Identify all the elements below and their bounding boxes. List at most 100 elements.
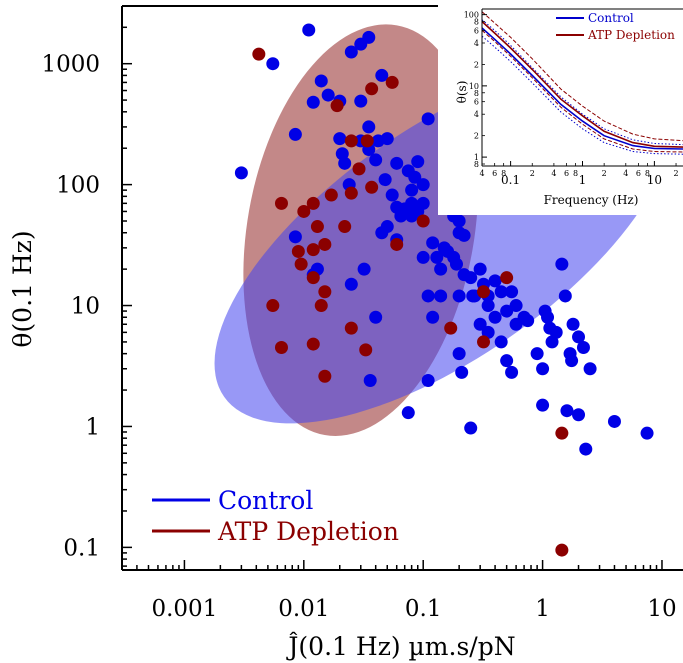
inset-y-tick-label: 1: [474, 153, 479, 162]
point-control: [560, 404, 574, 418]
point-control: [390, 156, 404, 170]
inset-x-tick-label: 0.1: [501, 173, 520, 187]
point-atp-depletion: [385, 75, 399, 89]
inset-band-lower-control: [481, 35, 683, 155]
point-control: [488, 274, 502, 288]
point-atp-depletion: [306, 243, 320, 257]
point-control: [411, 204, 425, 218]
point-atp-depletion: [274, 196, 288, 210]
point-control: [314, 74, 328, 88]
point-control: [416, 250, 430, 264]
point-control: [536, 362, 550, 376]
chart-legend: Control ATP Depletion: [152, 486, 399, 546]
point-control: [494, 285, 508, 299]
point-atp-depletion: [444, 321, 458, 335]
point-control: [363, 373, 377, 387]
inset-x-minor-tick-label: 4: [479, 169, 484, 178]
point-control: [338, 156, 352, 170]
inset-band-upper-atp-depletion: [481, 11, 683, 142]
point-control: [558, 289, 572, 303]
point-atp-depletion: [252, 47, 266, 61]
point-control: [369, 153, 383, 167]
data-points: [234, 23, 654, 557]
point-control: [452, 214, 466, 228]
point-control: [566, 317, 580, 331]
point-atp-depletion: [365, 180, 379, 194]
point-control: [266, 57, 280, 71]
y-tick-label: 10: [71, 294, 100, 320]
inset-x-minor-tick-label: 6: [636, 169, 641, 178]
point-control: [306, 95, 320, 109]
inset-x-minor-tick-label: 4: [551, 169, 556, 178]
point-control: [434, 289, 448, 303]
point-control: [579, 442, 593, 456]
point-control: [452, 289, 466, 303]
point-atp-depletion: [318, 285, 332, 299]
point-atp-depletion: [266, 299, 280, 313]
inset-y-minor-tick-label: 6: [474, 98, 479, 107]
point-atp-depletion: [314, 299, 328, 313]
point-control: [354, 94, 368, 108]
inset-y-minor-tick-label: 8: [474, 18, 479, 27]
point-atp-depletion: [318, 369, 332, 383]
point-control: [344, 45, 358, 59]
point-control: [464, 421, 478, 435]
inset-x-tick-label: 1: [579, 173, 587, 187]
point-atp-depletion: [306, 196, 320, 210]
point-atp-depletion: [306, 337, 320, 351]
inset-x-axis-title: Frequency (Hz): [544, 193, 639, 207]
inset-y-minor-tick-label: 4: [474, 110, 479, 119]
inset-y-minor-tick-label: 8: [474, 160, 479, 169]
point-control: [421, 112, 435, 126]
inset-x-minor-tick-label: 2: [673, 169, 678, 178]
inset-curves: [481, 11, 683, 155]
point-atp-depletion: [294, 257, 308, 271]
point-control: [405, 183, 419, 197]
inset-legend-label-control: Control: [588, 11, 634, 25]
point-atp-depletion: [318, 237, 332, 251]
point-control: [530, 347, 544, 361]
point-control: [401, 164, 415, 178]
point-atp-depletion: [297, 204, 311, 218]
point-control: [452, 347, 466, 361]
inset-line-atp-depletion: [481, 20, 683, 148]
inset-band-lower-atp-depletion: [481, 30, 683, 153]
point-control: [473, 317, 487, 331]
inset-x-minor-tick-label: 2: [530, 169, 535, 178]
point-control: [421, 373, 435, 387]
point-control: [357, 262, 371, 276]
x-tick-label: 0.001: [151, 596, 217, 622]
inset-y-tick-label: 10: [469, 82, 479, 91]
point-control: [481, 299, 495, 313]
point-atp-depletion: [310, 220, 324, 234]
inset-y-tick-label: 100: [464, 11, 479, 20]
point-control: [541, 310, 555, 324]
point-atp-depletion: [344, 321, 358, 335]
point-control: [583, 362, 597, 376]
point-control: [494, 335, 508, 349]
point-control: [572, 330, 586, 344]
point-atp-depletion: [330, 99, 344, 113]
inset-x-minor-tick-label: 2: [602, 169, 607, 178]
point-control: [288, 230, 302, 244]
point-atp-depletion: [359, 343, 373, 357]
point-control: [464, 271, 478, 285]
point-control: [449, 257, 463, 271]
point-control: [380, 220, 394, 234]
point-control: [565, 354, 579, 368]
inset-y-minor-tick-label: 4: [474, 39, 479, 48]
inset-x-minor-tick-label: 4: [623, 169, 628, 178]
point-control: [434, 262, 448, 276]
point-control: [375, 68, 389, 82]
point-control: [426, 310, 440, 324]
point-control: [333, 132, 347, 146]
inset-x-minor-tick-label: 8: [501, 169, 506, 178]
inset-x-minor-tick-label: 6: [492, 169, 497, 178]
inset-x-minor-tick-label: 6: [564, 169, 569, 178]
point-control: [385, 188, 399, 202]
point-atp-depletion: [338, 220, 352, 234]
point-control: [321, 88, 335, 102]
point-control: [401, 406, 415, 420]
